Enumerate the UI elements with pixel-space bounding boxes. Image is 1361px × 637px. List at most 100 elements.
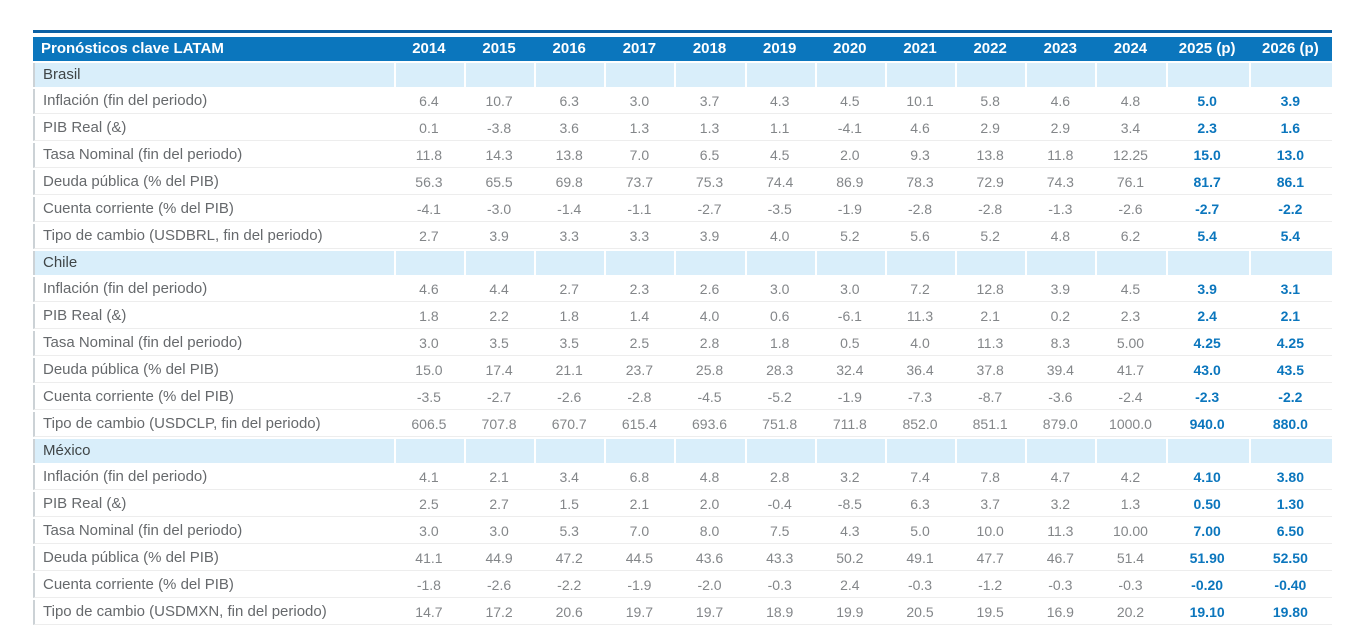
value-cell: 0.2 — [1025, 304, 1096, 329]
value-cell: -3.5 — [393, 385, 464, 410]
value-cell: 51.4 — [1095, 546, 1166, 571]
value-cell: 5.6 — [884, 224, 956, 249]
year-header: 2017 — [604, 37, 675, 61]
value-cell: 10.1 — [884, 89, 956, 114]
section-cell — [744, 251, 815, 275]
forecast-value-cell: 43.5 — [1248, 358, 1332, 383]
value-cell: 707.8 — [463, 412, 535, 437]
table-row: Tasa Nominal (fin del periodo) 3.0 3.0 5.3 7… — [33, 519, 1332, 544]
section-cell — [1025, 251, 1096, 275]
table-top-accent-line — [33, 30, 1332, 33]
forecast-value-cell: 5.0 — [1165, 89, 1249, 114]
latam-forecast-table: Pronósticos clave LATAM 2014 2015 2016 2017… — [33, 35, 1332, 627]
value-cell: -2.0 — [674, 573, 745, 598]
table-row: Deuda pública (% del PIB) 15.0 17.4 21.1 23.… — [33, 358, 1332, 383]
value-cell: 1.3 — [604, 116, 675, 141]
value-cell: 1.8 — [744, 331, 815, 356]
value-cell: 5.2 — [955, 224, 1026, 249]
value-cell: 4.6 — [1025, 89, 1096, 114]
forecast-value-cell: 2.4 — [1165, 304, 1249, 329]
value-cell: 20.5 — [884, 600, 956, 625]
row-label: PIB Real (&) — [33, 304, 394, 329]
value-cell: 4.5 — [744, 143, 815, 168]
value-cell: 2.8 — [744, 465, 815, 490]
value-cell: -2.6 — [1095, 197, 1166, 222]
value-cell: 2.9 — [955, 116, 1026, 141]
year-header: 2015 — [463, 37, 535, 61]
value-cell: 852.0 — [884, 412, 956, 437]
table-row: Tasa Nominal (fin del periodo) 3.0 3.5 3.5 2… — [33, 331, 1332, 356]
forecast-value-cell: 4.10 — [1165, 465, 1249, 490]
value-cell: 11.8 — [393, 143, 464, 168]
value-cell: -8.7 — [955, 385, 1026, 410]
section-cell — [884, 63, 956, 87]
value-cell: -3.6 — [1025, 385, 1096, 410]
value-cell: 39.4 — [1025, 358, 1096, 383]
value-cell: 3.3 — [534, 224, 605, 249]
value-cell: 8.0 — [674, 519, 745, 544]
section-cell — [463, 63, 535, 87]
forecast-value-cell: 880.0 — [1248, 412, 1332, 437]
value-cell: 13.8 — [534, 143, 605, 168]
value-cell: -0.4 — [744, 492, 815, 517]
value-cell: -2.7 — [463, 385, 535, 410]
value-cell: -2.2 — [534, 573, 605, 598]
forecast-value-cell: -2.2 — [1248, 197, 1332, 222]
section-cell — [884, 439, 956, 463]
section-cell — [1248, 439, 1332, 463]
value-cell: 1.5 — [534, 492, 605, 517]
value-cell: -4.1 — [393, 197, 464, 222]
table-row: Cuenta corriente (% del PIB) -3.5 -2.7 -2.6… — [33, 385, 1332, 410]
section-cell — [534, 439, 605, 463]
value-cell: 6.3 — [534, 89, 605, 114]
value-cell: 2.3 — [1095, 304, 1166, 329]
value-cell: -0.3 — [884, 573, 956, 598]
section-cell — [814, 63, 885, 87]
value-cell: 1.1 — [744, 116, 815, 141]
forecast-value-cell: 81.7 — [1165, 170, 1249, 195]
section-cell — [884, 251, 956, 275]
table-row: PIB Real (&) 0.1 -3.8 3.6 1.3 1.3 1.1 -4.1 4.6 2.… — [33, 116, 1332, 141]
section-cell — [393, 251, 464, 275]
value-cell: 74.4 — [744, 170, 815, 195]
value-cell: 0.1 — [393, 116, 464, 141]
table-row: Tipo de cambio (USDMXN, fin del periodo)… — [33, 600, 1332, 625]
value-cell: -4.1 — [814, 116, 885, 141]
value-cell: -3.0 — [463, 197, 535, 222]
section-cell — [1095, 251, 1166, 275]
value-cell: 2.7 — [534, 277, 605, 302]
value-cell: 4.3 — [814, 519, 885, 544]
value-cell: 851.1 — [955, 412, 1026, 437]
value-cell: 11.3 — [1025, 519, 1096, 544]
forecast-value-cell: -2.2 — [1248, 385, 1332, 410]
section-row: Brasil — [33, 63, 1332, 87]
value-cell: 1000.0 — [1095, 412, 1166, 437]
value-cell: 74.3 — [1025, 170, 1096, 195]
value-cell: 11.3 — [884, 304, 956, 329]
section-cell — [604, 63, 675, 87]
value-cell: 7.5 — [744, 519, 815, 544]
value-cell: 1.3 — [1095, 492, 1166, 517]
section-cell — [463, 251, 535, 275]
value-cell: -1.2 — [955, 573, 1026, 598]
value-cell: 11.3 — [955, 331, 1026, 356]
year-header: 2014 — [393, 37, 464, 61]
section-cell — [534, 63, 605, 87]
value-cell: 4.0 — [674, 304, 745, 329]
table-row: Tipo de cambio (USDBRL, fin del periodo)… — [33, 224, 1332, 249]
value-cell: 711.8 — [814, 412, 885, 437]
forecast-value-cell: 0.50 — [1165, 492, 1249, 517]
forecast-value-cell: 4.25 — [1248, 331, 1332, 356]
value-cell: 2.1 — [604, 492, 675, 517]
value-cell: -8.5 — [814, 492, 885, 517]
value-cell: -1.3 — [1025, 197, 1096, 222]
section-cell — [1095, 63, 1166, 87]
value-cell: 50.2 — [814, 546, 885, 571]
forecast-value-cell: -2.3 — [1165, 385, 1249, 410]
value-cell: 751.8 — [744, 412, 815, 437]
value-cell: 3.2 — [1025, 492, 1096, 517]
value-cell: 4.0 — [884, 331, 956, 356]
section-cell — [814, 439, 885, 463]
section-name: Chile — [33, 251, 394, 275]
row-label: PIB Real (&) — [33, 116, 394, 141]
